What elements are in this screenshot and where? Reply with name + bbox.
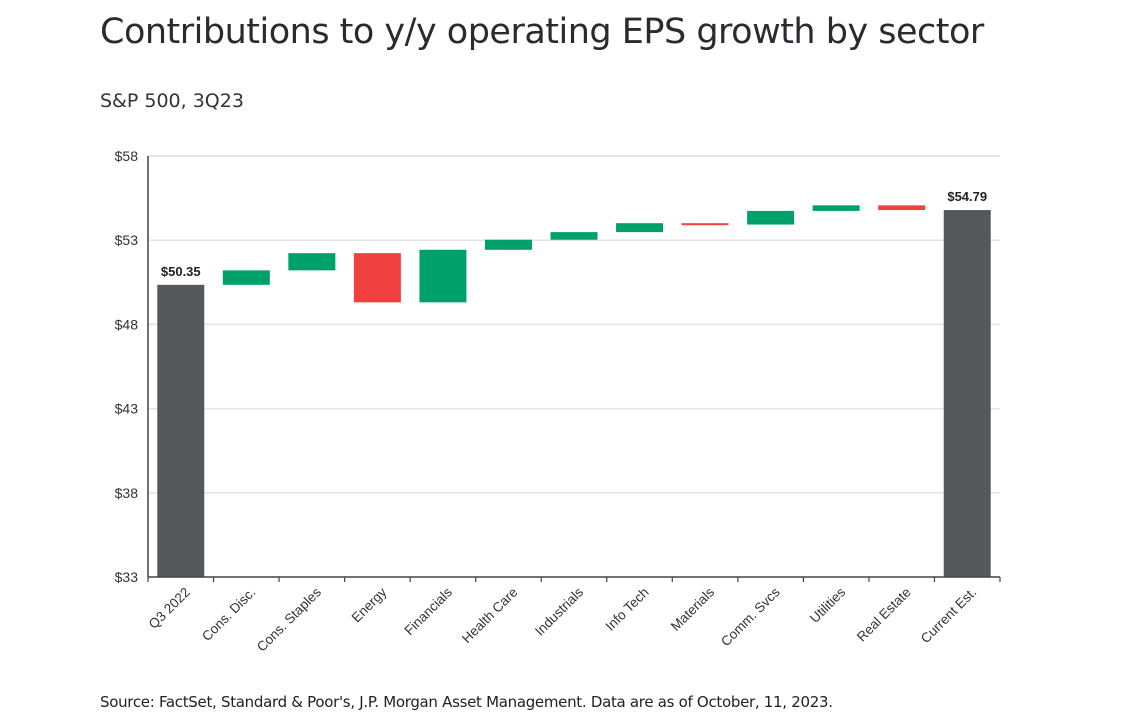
x-category-label: Financials — [401, 584, 455, 638]
source-note: Source: FactSet, Standard & Poor's, J.P.… — [100, 693, 833, 711]
bar-materials — [681, 223, 729, 226]
x-category-label: Utilities — [807, 584, 849, 626]
x-category-label: Real Estate — [854, 585, 914, 645]
x-category-label: Industrials — [532, 584, 586, 638]
bar-comm-svcs — [747, 210, 795, 225]
x-category-label: Comm. Svcs — [718, 584, 783, 649]
gridlines — [148, 155, 1000, 494]
bar-info-tech — [616, 223, 664, 233]
x-category-label: Cons. Disc. — [199, 585, 258, 644]
y-tick-label: $38 — [115, 485, 139, 501]
y-tick-label: $48 — [115, 316, 139, 332]
x-category-label: Health Care — [459, 585, 521, 647]
x-category-label: Current Est. — [918, 585, 980, 647]
bar-real-estate — [878, 205, 926, 211]
bar-cons-staples — [288, 253, 336, 271]
data-label: $50.35 — [161, 264, 201, 279]
x-category-label: Materials — [668, 584, 718, 634]
bar-industrials — [550, 232, 598, 240]
bar-cons-disc — [222, 270, 270, 285]
bar-q3-2022 — [157, 284, 205, 577]
chart-title: Contributions to y/y operating EPS growt… — [100, 12, 984, 52]
bar-financials — [419, 249, 467, 303]
x-category-label: Info Tech — [602, 585, 651, 634]
data-label: $54.79 — [947, 189, 987, 204]
bar-health-care — [484, 239, 532, 250]
x-category-label: Cons. Staples — [254, 584, 324, 654]
axes — [147, 156, 1001, 582]
x-category-label: Q3 2022 — [146, 585, 193, 632]
y-tick-label: $33 — [115, 569, 139, 585]
bar-utilities — [812, 205, 860, 211]
y-tick-label: $53 — [115, 232, 139, 248]
x-category-label: Energy — [349, 584, 390, 625]
y-tick-label: $43 — [115, 401, 139, 417]
y-tick-label: $58 — [115, 148, 139, 164]
chart-subtitle: S&P 500, 3Q23 — [100, 90, 244, 112]
bar-energy — [353, 253, 401, 303]
bar-current-est — [943, 210, 991, 577]
bars — [157, 205, 991, 577]
